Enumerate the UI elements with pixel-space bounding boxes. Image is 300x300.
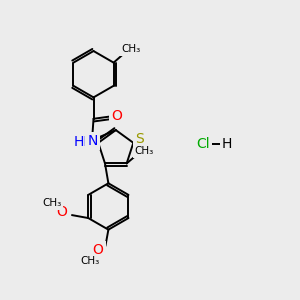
Text: N: N: [87, 134, 98, 148]
Text: CH₃: CH₃: [42, 198, 62, 208]
Text: Cl: Cl: [197, 137, 210, 151]
Text: CH₃: CH₃: [121, 44, 140, 54]
Text: CH₃: CH₃: [80, 256, 100, 266]
Text: S: S: [136, 132, 144, 146]
Text: H: H: [222, 137, 232, 151]
Text: CH₃: CH₃: [135, 146, 154, 156]
Text: HN: HN: [73, 135, 94, 149]
Text: O: O: [56, 205, 67, 218]
Text: O: O: [111, 110, 122, 123]
Text: O: O: [92, 244, 104, 257]
